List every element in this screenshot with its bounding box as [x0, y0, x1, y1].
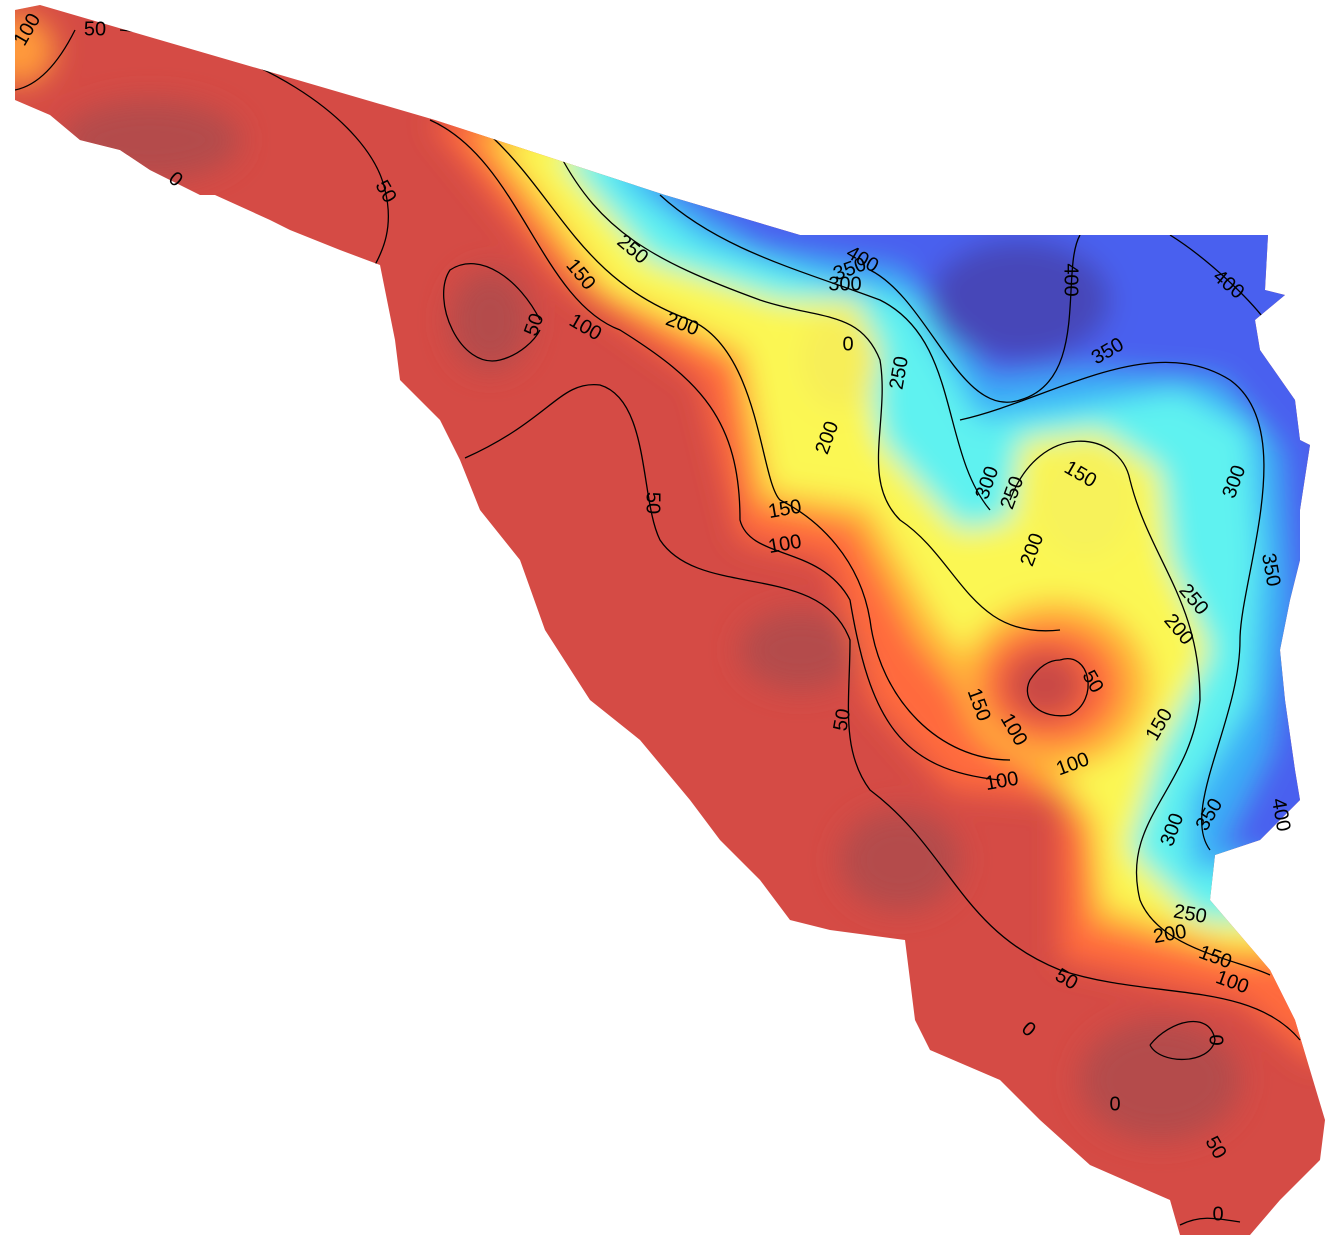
- contour-label: 0: [1212, 1203, 1223, 1225]
- contour-label: 50: [642, 492, 664, 514]
- contour-label: 0: [842, 333, 853, 355]
- contour-lines: [15, 29, 1301, 1226]
- contour-label: 50: [830, 707, 856, 733]
- contour-label: 0: [1205, 1034, 1227, 1045]
- contour-label: 50: [84, 18, 106, 40]
- contour-label: 400: [1060, 263, 1082, 296]
- contour-label: 300: [828, 273, 861, 295]
- contour-label: 0: [1109, 1093, 1120, 1115]
